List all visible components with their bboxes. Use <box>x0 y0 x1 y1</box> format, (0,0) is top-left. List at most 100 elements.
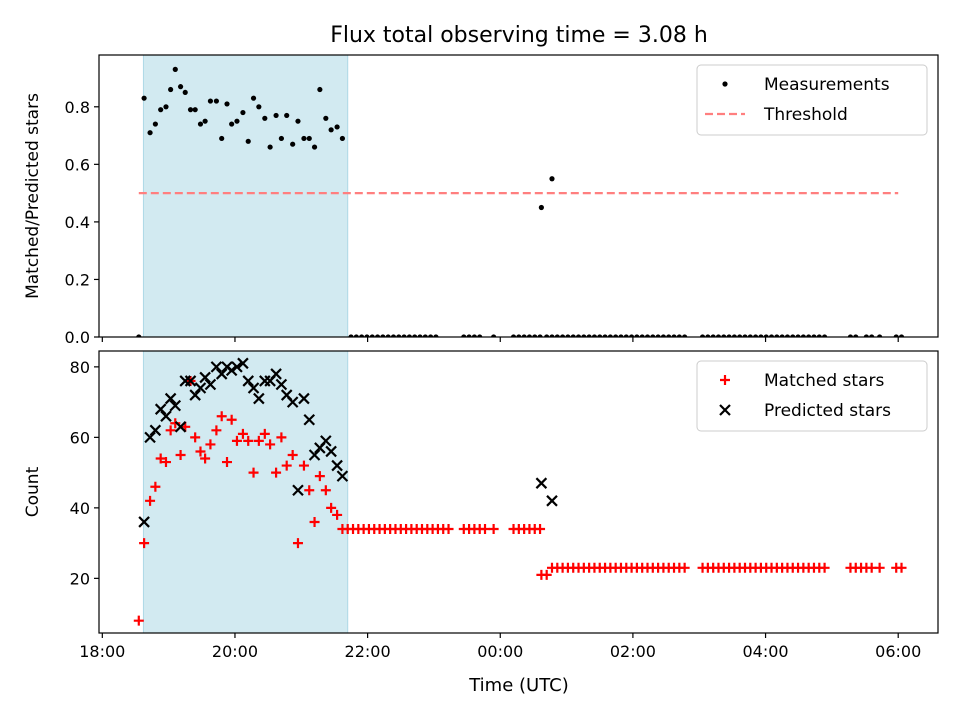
measurement-point <box>278 135 284 142</box>
x-tick-label: 22:00 <box>345 642 391 661</box>
measurement-point <box>560 334 566 337</box>
measurement-point <box>323 115 329 121</box>
matched-star-marker <box>281 460 292 471</box>
matched-star-marker <box>259 428 270 439</box>
predicted-star-marker <box>149 424 162 437</box>
measurement-point <box>554 334 560 337</box>
measurement-point <box>532 334 538 337</box>
matched-star-marker <box>139 538 150 549</box>
matched-star-marker <box>237 428 248 439</box>
measurement-point <box>245 138 251 144</box>
predicted-star-marker <box>231 361 243 373</box>
predicted-star-marker <box>308 449 321 461</box>
x-tick-label: 04:00 <box>743 642 789 661</box>
measurement-point <box>586 334 592 337</box>
measurement-point <box>666 334 672 337</box>
x-tick-label: 18:00 <box>79 642 125 661</box>
measurement-point <box>516 334 522 337</box>
legend-matched-marker <box>720 375 730 385</box>
measurement-point <box>650 334 656 337</box>
axes-frame <box>98 54 939 338</box>
measurement-point <box>779 334 785 337</box>
measurement-point <box>301 135 307 142</box>
measurement-point <box>348 334 354 337</box>
measurement-point <box>639 334 645 337</box>
measurement-point <box>461 334 467 337</box>
measurement-point <box>549 334 555 337</box>
measurement-point <box>477 334 483 337</box>
predicted-star-marker <box>298 392 310 405</box>
predicted-star-marker <box>160 410 172 422</box>
matched-star-marker <box>205 439 216 450</box>
predicted-star-marker <box>138 516 150 528</box>
matched-star-marker <box>190 432 201 443</box>
measurement-point <box>816 334 822 337</box>
matched-star-marker <box>150 481 161 492</box>
measurement-point <box>591 334 598 337</box>
matched-star-marker <box>320 485 331 496</box>
predicted-star-marker <box>144 431 156 444</box>
measurement-point <box>747 334 753 337</box>
measurement-point <box>284 112 290 119</box>
legend-box <box>696 64 928 136</box>
measurement-point <box>544 334 550 337</box>
predicted-star-marker <box>546 495 558 507</box>
matched-star-marker <box>160 457 171 468</box>
predicted-star-marker <box>320 435 332 447</box>
measurement-point <box>224 101 230 107</box>
measurement-point <box>811 334 817 337</box>
y-tick-label: 40 <box>70 499 90 518</box>
predicted-star-marker <box>331 459 343 472</box>
matched-star-marker <box>155 453 166 464</box>
x-tick-label: 06:00 <box>875 642 921 661</box>
measurement-point <box>790 334 796 337</box>
predicted-star-marker <box>225 364 238 377</box>
y-tick-label: 0.0 <box>65 328 90 347</box>
measurement-point <box>428 334 434 337</box>
measurement-point <box>623 334 629 337</box>
legend-entry-label: Predicted stars <box>764 401 891 421</box>
x-tick-label: 02:00 <box>610 642 656 661</box>
measurement-point <box>422 334 428 337</box>
matched-star-marker <box>287 449 298 460</box>
measurement-point <box>385 334 391 337</box>
matched-star-marker <box>200 453 211 464</box>
measurement-point <box>353 334 359 337</box>
measurement-point <box>800 334 806 337</box>
series-matched-stars <box>133 375 907 626</box>
measurement-point <box>471 334 477 337</box>
y-tick-label: 0.2 <box>65 270 90 289</box>
measurement-point <box>172 66 178 72</box>
predicted-star-marker <box>325 445 337 458</box>
measurement-point <box>219 135 225 142</box>
predicted-star-marker <box>303 413 316 426</box>
predicted-star-marker <box>237 357 249 370</box>
legend-measurements-marker <box>722 81 728 87</box>
predicted-star-marker <box>164 392 177 405</box>
measurement-point <box>821 334 828 337</box>
matched-star-marker <box>443 524 454 535</box>
legend: Matched stars Predicted stars <box>696 360 928 432</box>
predicted-star-marker <box>253 392 265 405</box>
matched-star-marker <box>226 414 237 425</box>
measurement-point <box>262 115 268 121</box>
predicted-star-marker <box>270 368 282 380</box>
measurement-point <box>526 334 533 337</box>
measurement-point <box>869 334 875 337</box>
measurement-point <box>141 95 147 101</box>
measurement-point <box>795 334 801 337</box>
measurement-point <box>290 141 296 147</box>
measurement-point <box>737 334 743 337</box>
legend-entry-label: Threshold <box>763 105 848 125</box>
measurement-point <box>676 334 682 337</box>
predicted-star-marker <box>215 368 228 380</box>
predicted-star-marker <box>275 378 288 391</box>
matched-star-marker <box>195 446 206 457</box>
measurement-point <box>334 124 340 130</box>
matched-star-marker <box>304 485 315 496</box>
matched-star-marker <box>248 467 259 478</box>
measurement-point <box>250 95 257 101</box>
plot-area <box>136 55 905 337</box>
measurement-point <box>168 86 174 93</box>
measurement-point <box>187 107 194 113</box>
